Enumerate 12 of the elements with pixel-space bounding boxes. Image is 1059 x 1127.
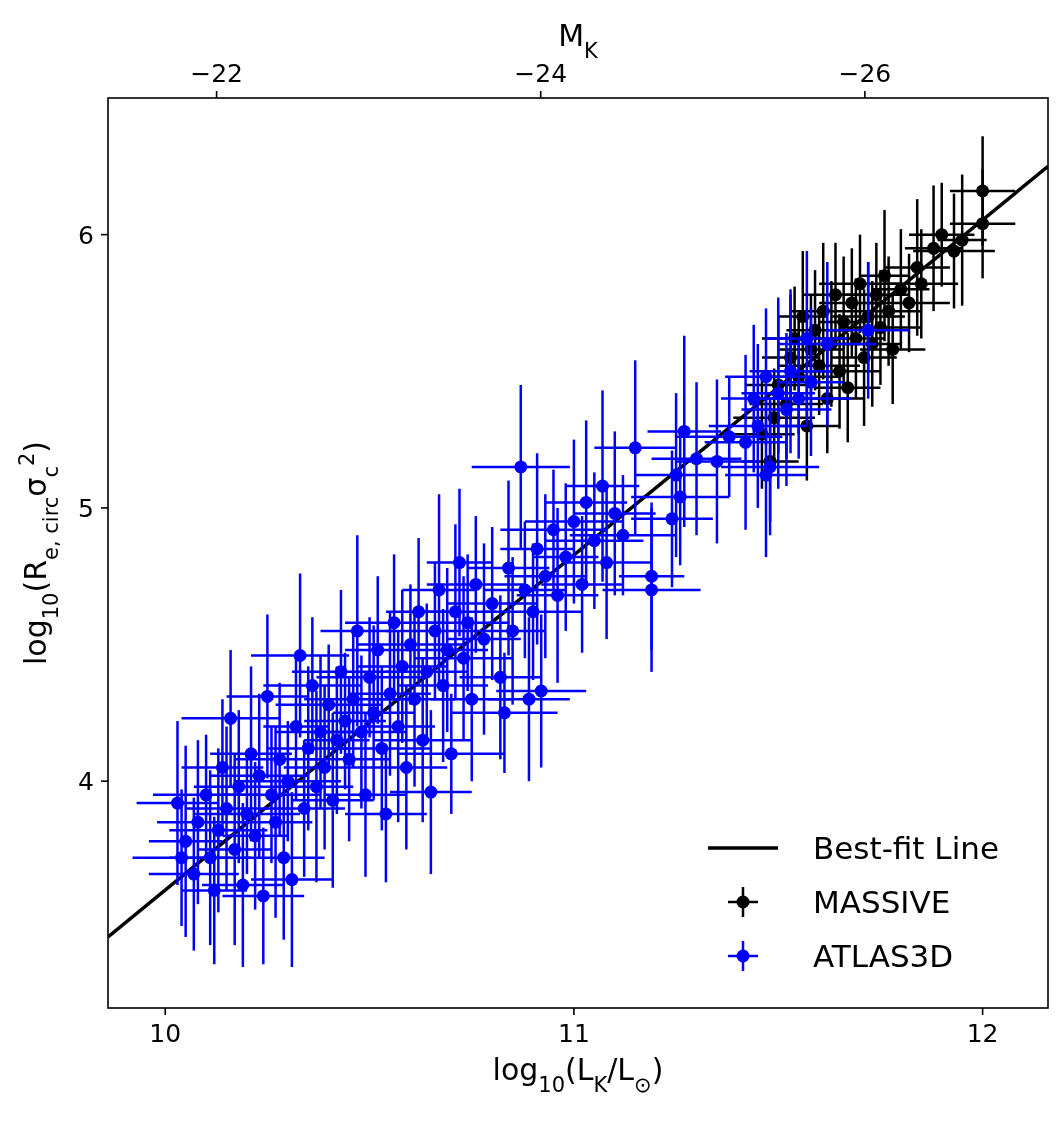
- legend-label: Best-fit Line: [813, 830, 999, 866]
- legend-label: MASSIVE: [813, 884, 951, 920]
- y-tick-label: 4: [78, 767, 94, 797]
- x-axis-title: log$_{10}$(L$_{K}$/L$_{⊙}$): [492, 1052, 664, 1097]
- x2-tick-label: −26: [838, 59, 892, 88]
- y-tick-label: 5: [78, 493, 94, 523]
- y-tick-label: 6: [78, 220, 94, 250]
- x-tick-label: 10: [149, 1019, 182, 1048]
- x-tick-label: 11: [558, 1019, 590, 1048]
- legend-label: ATLAS3D: [813, 938, 954, 974]
- x-tick-label: 12: [966, 1019, 999, 1048]
- x2-tick-label: −22: [190, 59, 243, 88]
